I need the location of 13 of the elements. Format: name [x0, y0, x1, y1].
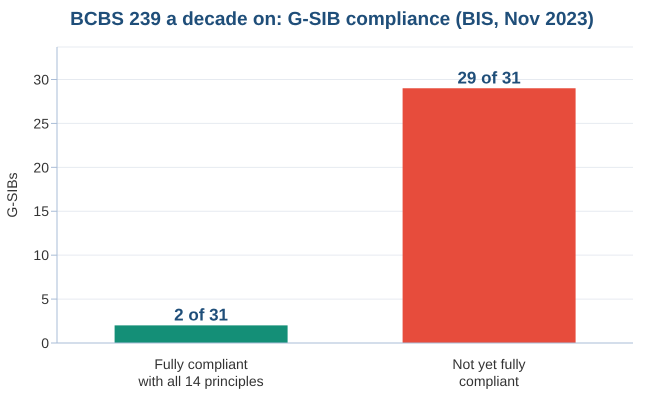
y-tick-label: 30: [33, 71, 50, 88]
y-tick-label: 15: [33, 203, 50, 220]
y-tick-label: 5: [41, 291, 50, 308]
chart-title: BCBS 239 a decade on: G-SIB compliance (BIS, Nov 2023): [69, 9, 595, 32]
y-tick-label: 10: [33, 247, 50, 264]
y-axis-title: G-SIBs: [4, 172, 20, 218]
y-tick-label: 25: [33, 115, 50, 132]
data-label: 2 of 31: [174, 305, 228, 324]
x-tick-label: Not yet fully compliant: [452, 356, 526, 389]
y-tick-label: 20: [33, 159, 50, 176]
x-tick-label: Fully compliant with all 14 principles: [137, 356, 264, 389]
data-label: 29 of 31: [457, 68, 521, 88]
y-tick-label: 0: [41, 334, 50, 351]
